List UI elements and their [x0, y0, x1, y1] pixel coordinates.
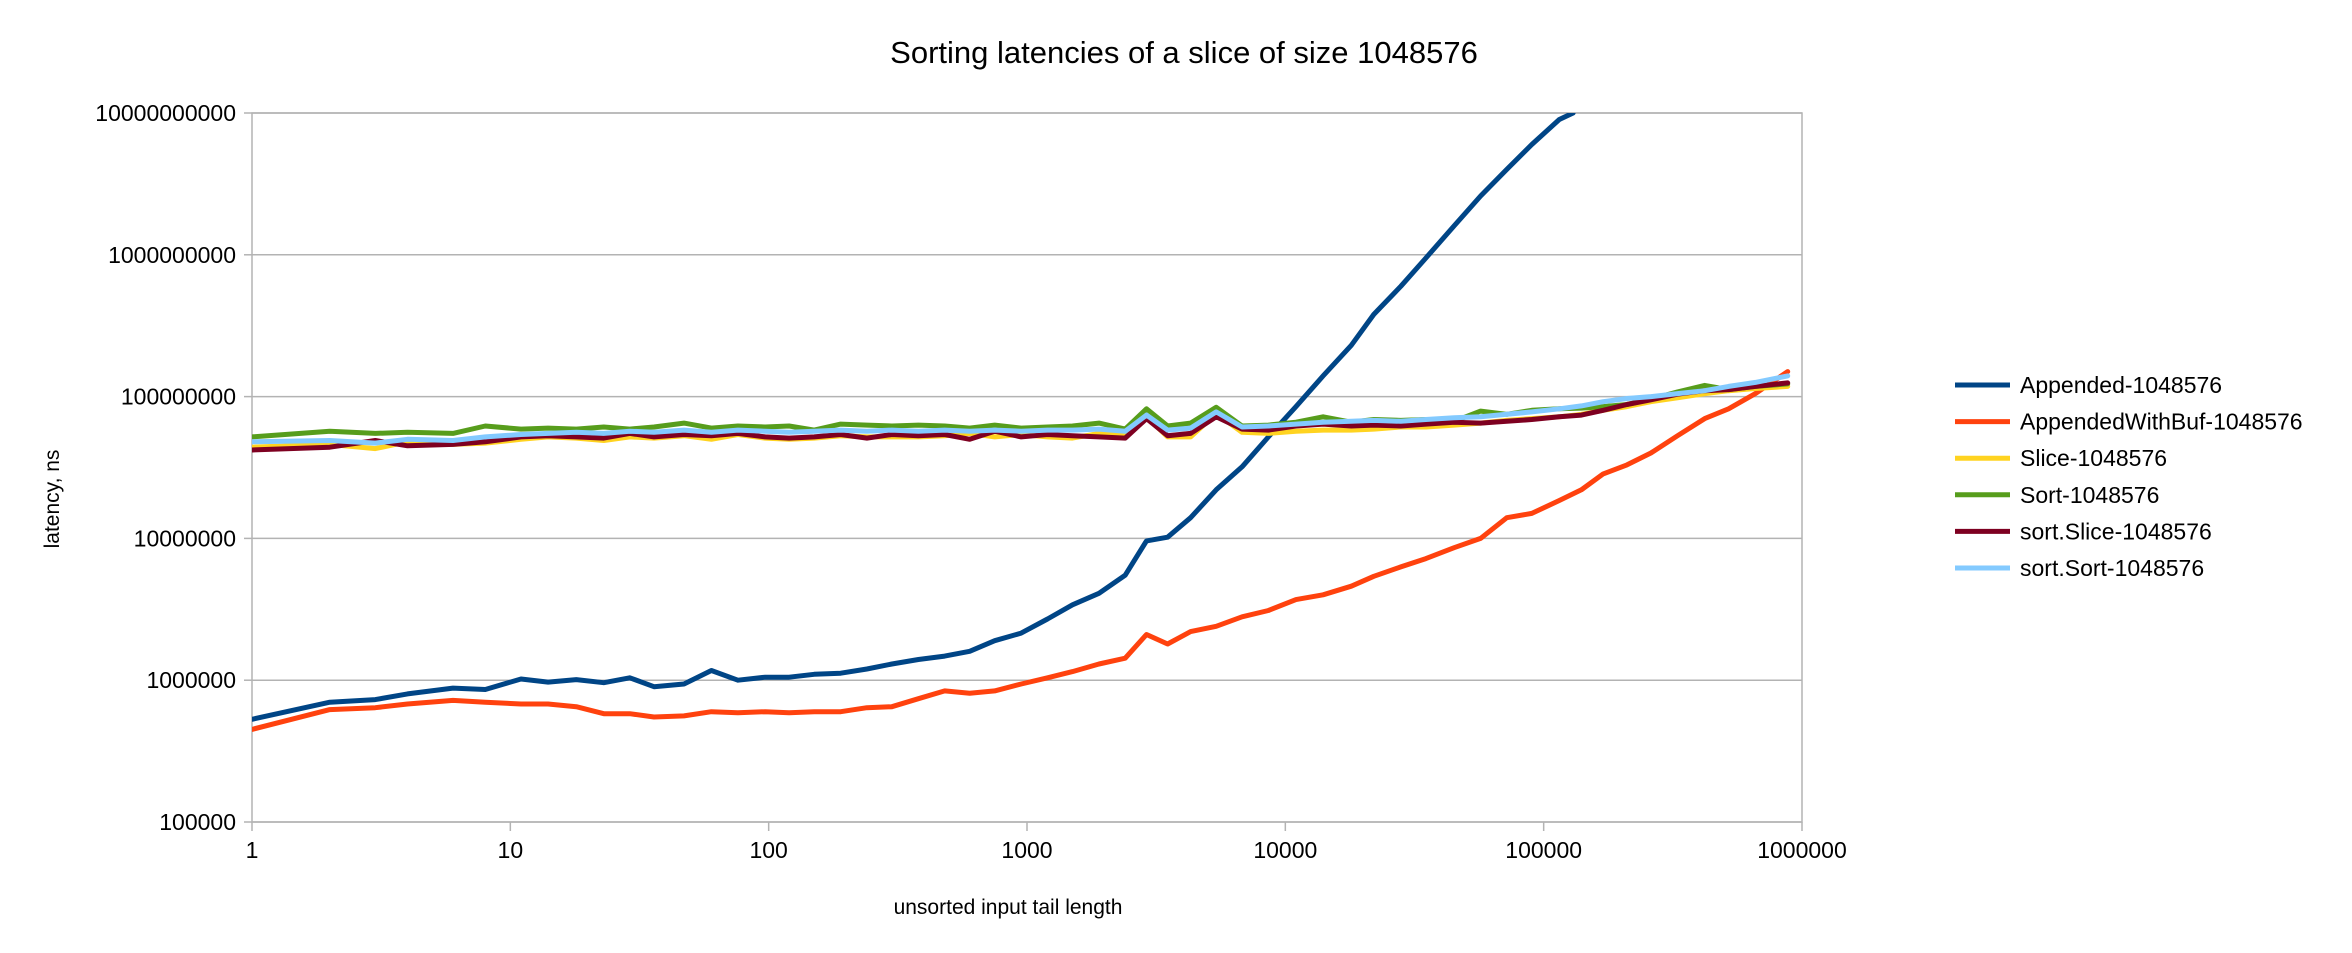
x-tick-label: 10 [498, 837, 524, 863]
y-tick-label: 10000000 [134, 525, 236, 551]
series-line-sort-slice-1048576 [252, 380, 1791, 453]
x-tick-label: 10000 [1253, 837, 1317, 863]
y-tick-label: 10000000000 [95, 100, 236, 126]
x-tick-label: 1000 [1001, 837, 1052, 863]
x-tick-label: 100 [749, 837, 787, 863]
y-tick-label: 1000000000 [108, 242, 236, 268]
axes: 100000 1000000 10000000 100000000 1000000000… [95, 100, 1846, 863]
legend-label: sort.Sort-1048576 [2020, 555, 2204, 581]
y-axis-label: latency, ns [41, 450, 64, 549]
series-lines [252, 113, 1791, 732]
x-tick-label: 1 [246, 837, 259, 863]
plot-frame [251, 112, 1803, 823]
legend-label: AppendedWithBuf-1048576 [2020, 409, 2303, 435]
x-tick-label: 1000000 [1757, 837, 1847, 863]
x-tick-label: 100000 [1505, 837, 1582, 863]
legend-label: sort.Slice-1048576 [2020, 518, 2212, 544]
series-line-appendedwithbuf-1048576 [252, 369, 1791, 732]
y-tick-label: 100000000 [121, 384, 236, 410]
series-line-sort-sort-1048576 [252, 373, 1791, 446]
chart-title: Sorting latencies of a slice of size 104… [890, 35, 1478, 70]
legend-label: Sort-1048576 [2020, 482, 2159, 508]
series-line-appended-1048576 [252, 113, 1576, 722]
y-tick-label: 1000000 [146, 667, 236, 693]
y-tick-label: 100000 [159, 809, 236, 835]
x-axis-label: unsorted input tail length [894, 896, 1123, 919]
legend-label: Slice-1048576 [2020, 445, 2167, 471]
legend: Appended-1048576 AppendedWithBuf-1048576 S… [1955, 372, 2303, 581]
legend-label: Appended-1048576 [2020, 372, 2222, 398]
